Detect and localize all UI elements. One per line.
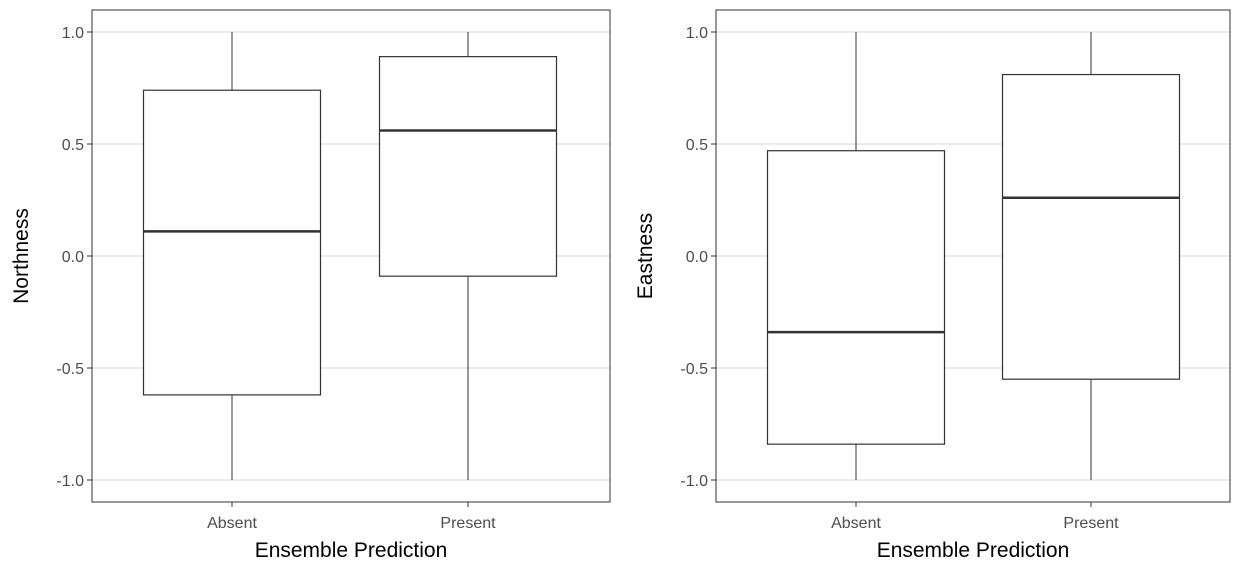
panel-border xyxy=(715,9,1231,503)
box-absent xyxy=(766,150,946,445)
x-tick-label: Present xyxy=(1063,515,1119,532)
box-absent xyxy=(142,89,322,396)
box-present xyxy=(378,56,558,277)
y-tick-label: -0.5 xyxy=(56,361,84,378)
x-axis-title: Ensemble Prediction xyxy=(255,539,448,562)
panel-2: -1.0 -0.5 0.0 0.5 1.0 Absent Present Ensemble P… xyxy=(634,9,1231,562)
y-tick-label: 0.5 xyxy=(686,137,708,154)
x-tick-label: Absent xyxy=(207,515,257,532)
x-tick-label: Absent xyxy=(831,515,881,532)
y-tick-label: -1.0 xyxy=(56,473,84,490)
y-axis-title: Eastness xyxy=(634,213,657,299)
panel-1: -1.0 -0.5 0.0 0.5 1.0 Absent Present Ensemble P… xyxy=(10,9,611,562)
y-tick-label: -1.0 xyxy=(680,473,708,490)
y-tick-label: 0.0 xyxy=(62,249,84,266)
y-tick-label: 0.0 xyxy=(686,249,708,266)
panel-border xyxy=(91,9,611,503)
y-axis-title: Northness xyxy=(10,208,33,304)
box-present xyxy=(1001,73,1181,380)
y-tick-label: 0.5 xyxy=(62,137,84,154)
y-tick-label: -0.5 xyxy=(680,361,708,378)
x-tick-label: Present xyxy=(440,515,496,532)
x-axis-title: Ensemble Prediction xyxy=(877,539,1070,562)
y-tick-label: 1.0 xyxy=(62,25,84,42)
y-tick-label: 1.0 xyxy=(686,25,708,42)
